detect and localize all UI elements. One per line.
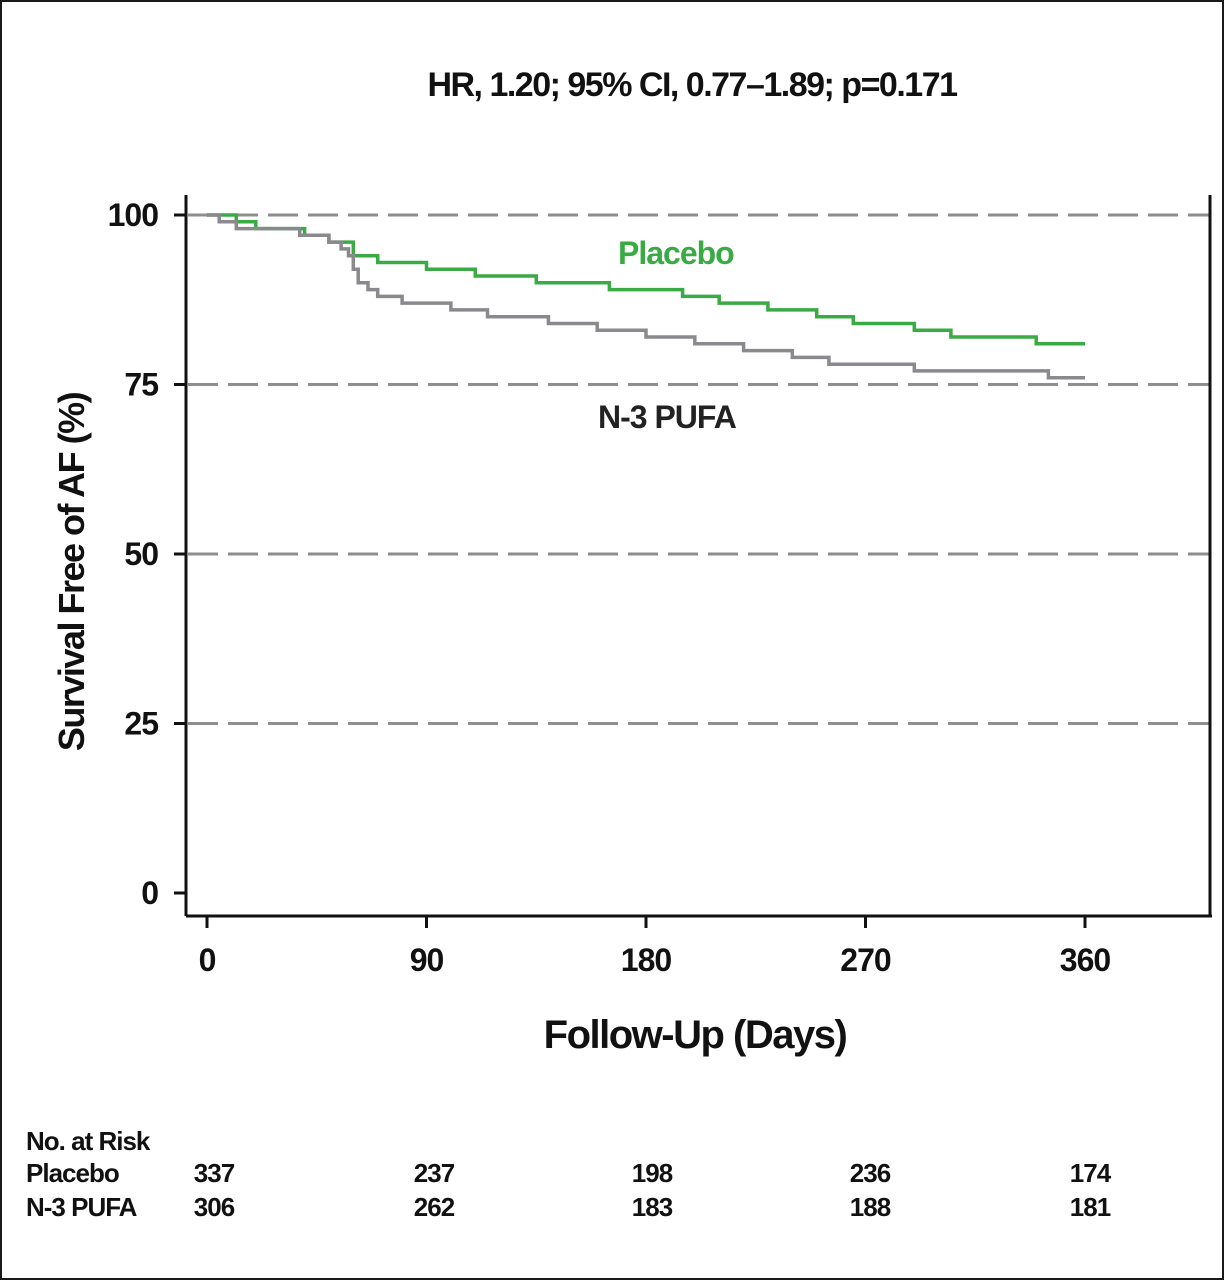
risk-row-label-n3pufa: N-3 PUFA: [26, 1192, 138, 1222]
risk-value-placebo-0: 337: [194, 1158, 235, 1188]
gridlines: [188, 213, 1210, 725]
y-tick-label-50: 50: [124, 536, 158, 572]
x-tick-label-360: 360: [1060, 942, 1111, 978]
series-label-n3pufa: N-3 PUFA: [598, 399, 737, 435]
risk-value-n3pufa-4: 181: [1070, 1192, 1111, 1222]
risk-value-n3pufa-1: 262: [414, 1192, 455, 1222]
risk-value-placebo-2: 198: [632, 1158, 673, 1188]
risk-value-placebo-1: 237: [414, 1158, 455, 1188]
y-tick-label-25: 25: [124, 706, 158, 742]
risk-row-label-placebo: Placebo: [26, 1158, 119, 1188]
risk-table: No. at Risk Placebo N-3 PUFA 337 237 198 23…: [26, 1126, 1113, 1222]
series-line-n3pufa: [207, 213, 1085, 380]
x-ticks: 0 90 180 270 360: [199, 916, 1111, 978]
y-axis-label: Survival Free of AF (%): [51, 392, 92, 751]
y-tick-label-75: 75: [124, 367, 158, 403]
x-tick-label-180: 180: [621, 942, 672, 978]
risk-value-placebo-3: 236: [850, 1158, 891, 1188]
series-lines: [207, 213, 1085, 380]
x-axis-label: Follow-Up (Days): [544, 1013, 847, 1057]
x-tick-label-270: 270: [840, 942, 891, 978]
risk-value-n3pufa-0: 306: [194, 1192, 235, 1222]
y-tick-label-100: 100: [108, 197, 159, 233]
risk-value-placebo-4: 174: [1070, 1158, 1112, 1188]
chart-title: HR, 1.20; 95% CI, 0.77–1.89; p=0.171: [427, 66, 957, 104]
risk-value-n3pufa-2: 183: [632, 1192, 673, 1222]
y-ticks: 0 25 50 75 100: [108, 197, 186, 911]
series-label-placebo: Placebo: [618, 235, 734, 271]
x-tick-label-90: 90: [410, 942, 444, 978]
x-tick-label-0: 0: [199, 942, 216, 978]
risk-value-n3pufa-3: 188: [850, 1192, 891, 1222]
risk-table-header: No. at Risk: [26, 1126, 151, 1156]
y-tick-label-0: 0: [141, 875, 158, 911]
